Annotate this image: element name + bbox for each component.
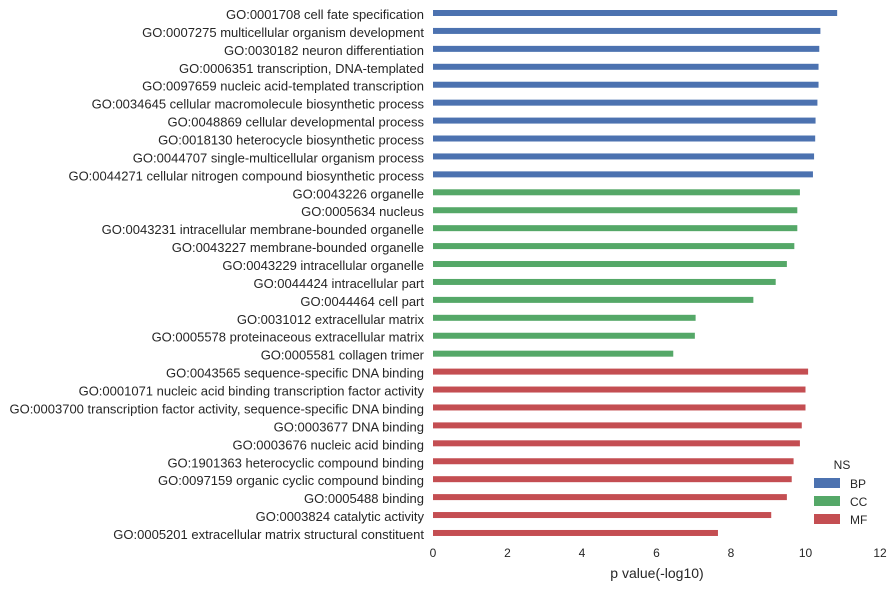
category-tick-label: GO:0001708 cell fate specification (226, 7, 424, 22)
category-tick-label: GO:0007275 multicellular organism develo… (142, 25, 424, 40)
x-tick-label: 12 (873, 546, 887, 560)
bar-mf (433, 386, 806, 393)
category-tick-label: GO:0044424 intracellular part (253, 276, 424, 291)
bar-cc (433, 243, 795, 250)
bar-bp (433, 45, 820, 52)
x-tick-label: 2 (504, 546, 511, 560)
category-tick-label: GO:0044464 cell part (300, 294, 424, 309)
category-tick-label: GO:0018130 heterocycle biosynthetic proc… (158, 133, 424, 148)
x-tick-label: 0 (430, 546, 437, 560)
bar-cc (433, 261, 787, 268)
legend-label-cc: CC (850, 495, 868, 509)
bar-cc (433, 332, 695, 339)
legend-swatch-mf (814, 514, 840, 524)
category-tick-label: GO:0043565 sequence-specific DNA binding (166, 366, 424, 381)
bar-bp (433, 171, 813, 178)
legend-swatch-bp (814, 478, 840, 488)
bar-mf (433, 529, 718, 536)
category-tick-label: GO:0003824 catalytic activity (256, 509, 425, 524)
bar-cc (433, 296, 754, 303)
bar-cc (433, 225, 798, 232)
category-tick-label: GO:0097659 nucleic acid-templated transc… (142, 79, 424, 94)
bar-cc (433, 207, 798, 214)
x-axis-label: p value(-log10) (610, 565, 703, 581)
category-tick-label: GO:0005581 collagen trimer (261, 348, 425, 363)
bar-mf (433, 404, 806, 411)
x-tick-label: 10 (799, 546, 813, 560)
category-tick-label: GO:0005634 nucleus (301, 204, 424, 219)
bar-mf (433, 476, 792, 483)
x-tick-label: 4 (579, 546, 586, 560)
category-tick-label: GO:0034645 cellular macromolecule biosyn… (92, 97, 425, 112)
x-axis: 0 2 4 6 8 10 12 (430, 546, 887, 560)
bar-mf (433, 368, 809, 375)
legend-label-bp: BP (850, 477, 866, 491)
category-tick-label: GO:0003700 transcription factor activity… (9, 401, 424, 416)
x-tick-label: 8 (728, 546, 735, 560)
bar-cc (433, 278, 776, 285)
category-tick-label: GO:0044707 single-multicellular organism… (133, 150, 425, 165)
category-tick-label: GO:0043231 intracellular membrane-bounde… (102, 222, 424, 237)
bar-bp (433, 153, 815, 160)
category-tick-label: GO:0005488 binding (304, 491, 424, 506)
category-tick-label: GO:0005201 extracellular matrix structur… (113, 527, 424, 542)
bar-mf (433, 422, 802, 429)
bar-cc (433, 189, 800, 196)
category-tick-label: GO:0097159 organic cyclic compound bindi… (158, 473, 424, 488)
category-tick-label: GO:0048869 cellular developmental proces… (167, 115, 424, 130)
category-tick-label: GO:0043229 intracellular organelle (222, 258, 424, 273)
bars-layer (433, 10, 838, 536)
category-tick-label: GO:0003677 DNA binding (274, 419, 424, 434)
x-tick-label: 6 (653, 546, 660, 560)
category-tick-label: GO:0005578 proteinaceous extracellular m… (152, 330, 425, 345)
bar-cc (433, 350, 674, 357)
bar-mf (433, 440, 800, 447)
legend-label-mf: MF (850, 513, 867, 527)
bar-bp (433, 117, 816, 124)
category-tick-label: GO:0030182 neuron differentiation (224, 43, 424, 58)
legend-swatch-cc (814, 496, 840, 506)
category-tick-label: GO:0001071 nucleic acid binding transcri… (79, 384, 425, 399)
bar-mf (433, 458, 794, 465)
category-tick-label: GO:0003676 nucleic acid binding (232, 437, 424, 452)
category-labels: GO:0001708 cell fate specification GO:000… (9, 7, 424, 542)
bar-bp (433, 99, 818, 106)
legend: NS BP CC MF (814, 458, 868, 527)
bar-cc (433, 314, 696, 321)
bar-bp (433, 135, 816, 142)
legend-title: NS (834, 458, 851, 472)
category-tick-label: GO:0044271 cellular nitrogen compound bi… (68, 168, 424, 183)
category-tick-label: GO:1901363 heterocyclic compound binding (167, 455, 424, 470)
category-tick-label: GO:0006351 transcription, DNA-templated (179, 61, 424, 76)
category-tick-label: GO:0043227 membrane-bounded organelle (172, 240, 424, 255)
bar-mf (433, 494, 787, 501)
bar-mf (433, 512, 772, 519)
bar-bp (433, 10, 838, 16)
category-tick-label: GO:0031012 extracellular matrix (237, 312, 425, 327)
bar-bp (433, 81, 819, 88)
bar-bp (433, 27, 821, 34)
category-tick-label: GO:0043226 organelle (292, 186, 424, 201)
bar-bp (433, 63, 819, 70)
